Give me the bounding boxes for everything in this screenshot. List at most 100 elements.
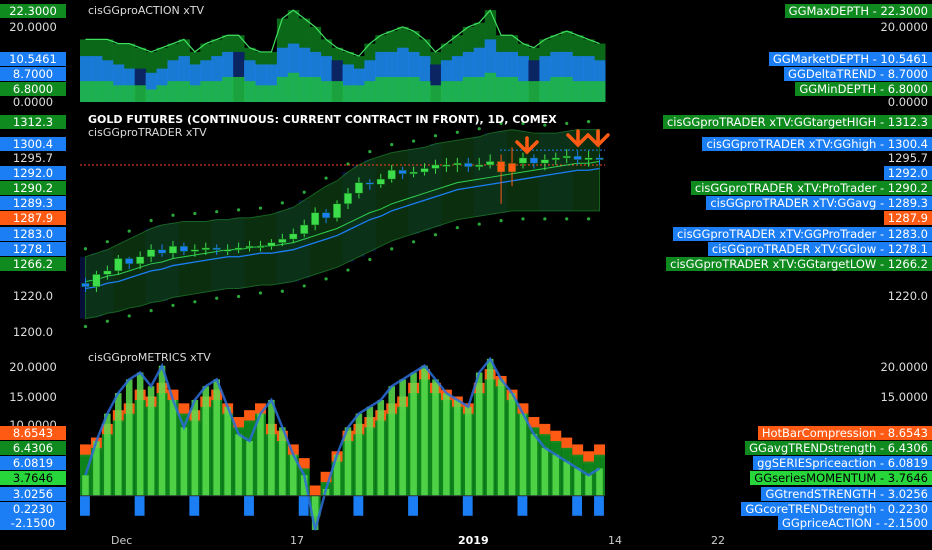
compression-bar bbox=[255, 403, 266, 416]
action-bar bbox=[517, 81, 529, 102]
band-dot bbox=[433, 134, 438, 138]
action-bar bbox=[211, 56, 223, 102]
band-dot bbox=[411, 240, 416, 244]
candle-body bbox=[179, 245, 188, 252]
band-dot bbox=[543, 123, 547, 127]
metric-bar bbox=[125, 379, 133, 496]
candle-body bbox=[573, 155, 582, 160]
metric-neg-bar bbox=[80, 495, 90, 516]
right-axis-label: GGavgTRENDstrength - 6.4306 bbox=[745, 441, 932, 455]
metric-bar bbox=[246, 441, 253, 496]
compression-bar bbox=[539, 423, 551, 437]
right-axis-label: cisGGproTRADER xTV:GGhigh - 1300.4 bbox=[702, 137, 932, 151]
band-dot bbox=[149, 309, 153, 313]
metric-bar bbox=[421, 365, 428, 496]
action-bar bbox=[101, 81, 114, 102]
compression-bar bbox=[517, 403, 529, 416]
candle-body bbox=[267, 242, 276, 247]
candle-body bbox=[518, 157, 528, 164]
protrader-line bbox=[85, 160, 600, 282]
left-axis-label: 22.3000 bbox=[0, 4, 66, 18]
momentum-line bbox=[84, 356, 601, 531]
left-axis-label: 1295.7 bbox=[12, 151, 54, 165]
band-dot bbox=[411, 139, 416, 143]
band-dot bbox=[236, 294, 241, 299]
metric-bar bbox=[454, 399, 461, 496]
action-bar bbox=[484, 39, 497, 102]
candle-body bbox=[201, 247, 210, 250]
signal-arrow bbox=[566, 129, 590, 148]
candle-body bbox=[497, 161, 506, 173]
metric-bar bbox=[158, 365, 166, 496]
compression-bar bbox=[244, 410, 255, 423]
candle-body bbox=[212, 247, 221, 250]
compression-bar bbox=[528, 417, 540, 430]
candle-body bbox=[398, 170, 407, 175]
x-tick-label: Dec bbox=[111, 534, 133, 547]
action-bar bbox=[430, 64, 442, 102]
metric-bar bbox=[191, 399, 199, 496]
candle-body bbox=[529, 157, 538, 164]
left-axis-label: 15.0000 bbox=[9, 390, 57, 404]
price-panel bbox=[80, 120, 610, 329]
action-bar bbox=[244, 81, 256, 102]
candle-body bbox=[168, 245, 178, 254]
metric-bar bbox=[541, 447, 549, 496]
action-bar bbox=[517, 56, 529, 102]
action-bar bbox=[419, 56, 431, 102]
metric-bar bbox=[497, 379, 505, 496]
compression-bar bbox=[287, 444, 299, 457]
metric-bar bbox=[235, 434, 242, 496]
metric-bar bbox=[508, 393, 516, 496]
right-axis-label: 1220.0 bbox=[887, 289, 928, 303]
right-axis-label: 20.0000 bbox=[880, 360, 928, 374]
band-dot bbox=[83, 324, 88, 329]
metric-bar bbox=[443, 393, 450, 496]
candle-body bbox=[147, 249, 156, 257]
metric-bar bbox=[530, 434, 538, 496]
action-bar bbox=[462, 76, 475, 102]
right-axis-label: 1287.9 bbox=[883, 211, 932, 225]
metric-bar bbox=[333, 454, 341, 496]
metric-bar bbox=[104, 413, 111, 496]
action-bar bbox=[298, 47, 311, 102]
left-axis-label: 1220.0 bbox=[12, 289, 54, 303]
right-axis-label: GGtrendSTRENGTH - 3.0256 bbox=[761, 487, 932, 501]
right-axis-label: GGMinDEPTH - 6.8000 bbox=[795, 82, 932, 96]
candle-body bbox=[343, 192, 353, 205]
metric-neg-bar bbox=[134, 495, 145, 516]
action-bar bbox=[145, 72, 158, 102]
action-bar bbox=[309, 76, 322, 102]
band-dot bbox=[586, 217, 591, 221]
band-dot bbox=[368, 150, 372, 154]
metric-bar bbox=[202, 386, 210, 496]
action-bar bbox=[342, 85, 354, 102]
action-bar bbox=[134, 85, 147, 102]
candle-body bbox=[562, 155, 571, 159]
band-dot bbox=[215, 210, 219, 214]
candle-body bbox=[551, 157, 560, 160]
metric-neg-bar bbox=[298, 495, 309, 516]
candle-body bbox=[332, 203, 342, 219]
action-bar bbox=[539, 56, 551, 102]
band-dot bbox=[193, 211, 197, 216]
compression-bar bbox=[572, 444, 584, 457]
band-dot bbox=[346, 268, 350, 272]
candle-body bbox=[595, 157, 604, 160]
metric-bar bbox=[355, 413, 363, 496]
left-axis-label: 1278.1 bbox=[0, 242, 66, 256]
band-dot bbox=[127, 229, 131, 233]
metric-neg-bar bbox=[189, 495, 200, 516]
metrics-panel bbox=[80, 356, 605, 531]
band-dot bbox=[565, 121, 569, 126]
band-dot bbox=[258, 206, 263, 210]
metric-bar bbox=[268, 399, 275, 496]
left-axis-label: 1300.4 bbox=[0, 137, 66, 151]
right-axis-label: 0.0000 bbox=[887, 95, 928, 109]
action-bar bbox=[594, 81, 606, 102]
left-axis-label: 0.2230 bbox=[0, 502, 66, 516]
metric-bar bbox=[180, 427, 188, 496]
candle-body bbox=[354, 182, 363, 194]
metric-bar bbox=[224, 406, 231, 496]
right-axis-label: 1292.0 bbox=[883, 166, 932, 180]
